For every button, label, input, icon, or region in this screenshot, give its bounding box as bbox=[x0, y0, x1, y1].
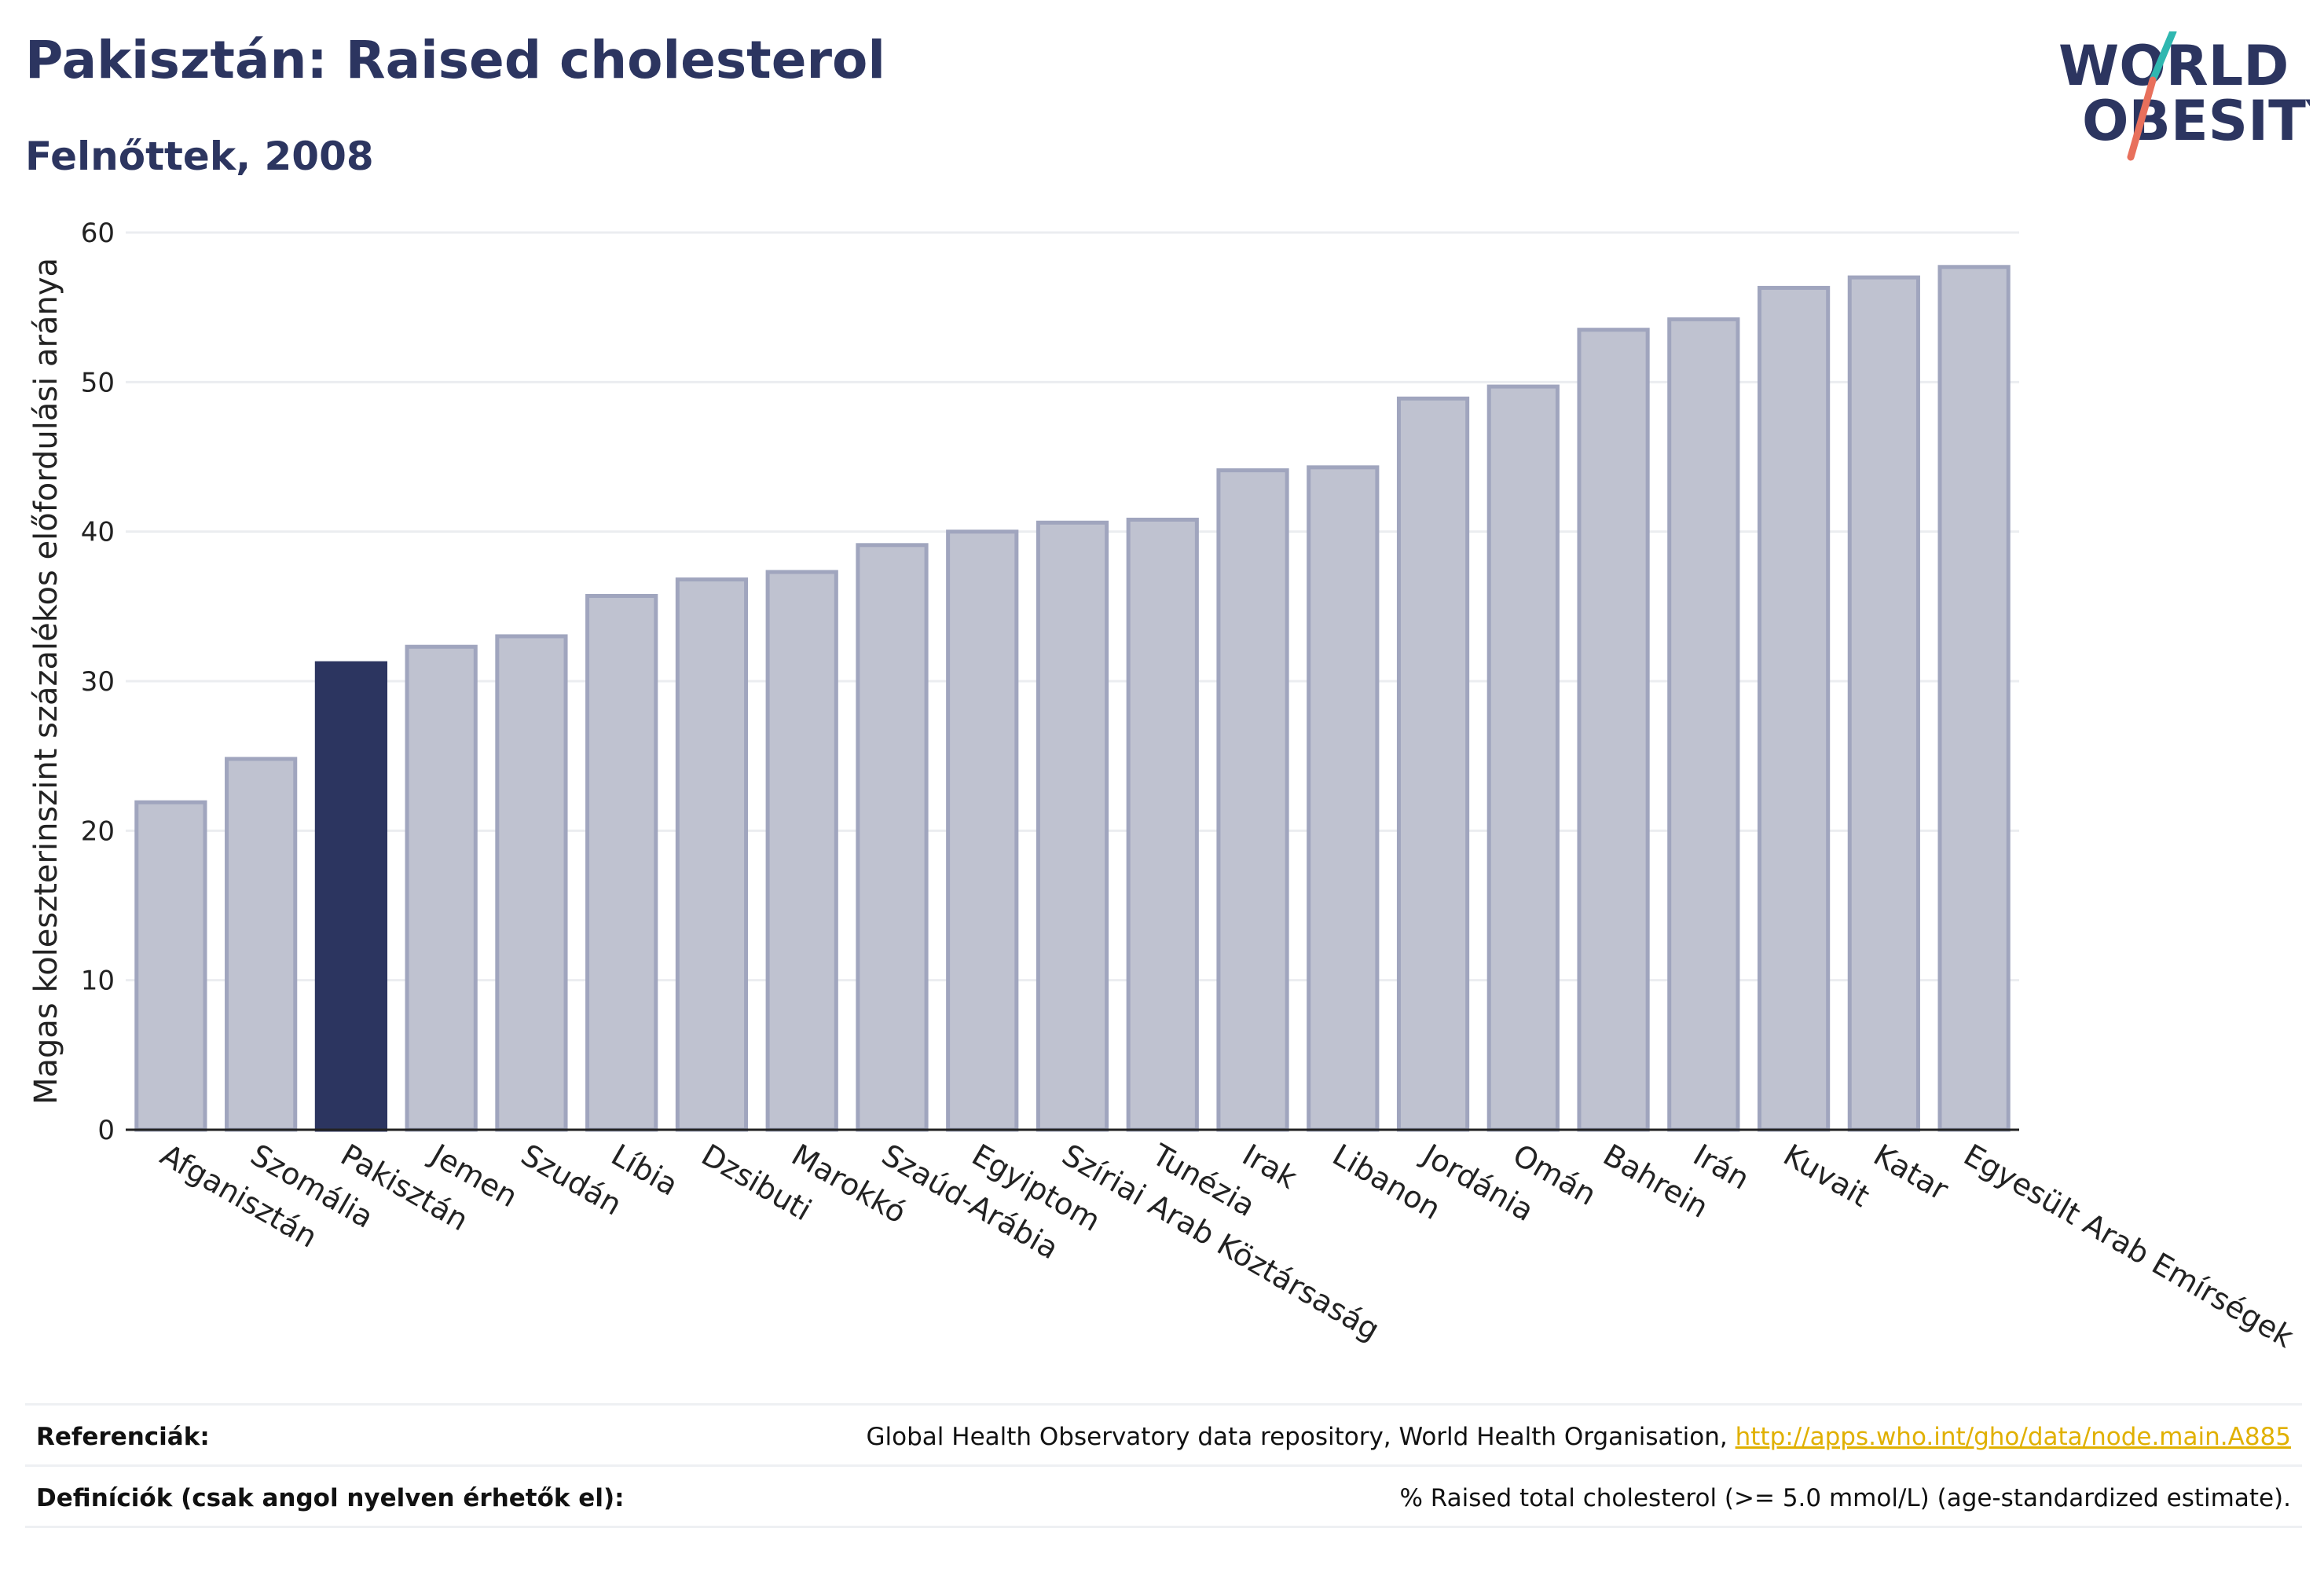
bar-15 bbox=[1486, 384, 1560, 1132]
logo-line2: OBESITY bbox=[2082, 89, 2310, 153]
references-row: Referenciák: Global Health Observatory d… bbox=[25, 1403, 2302, 1467]
page-subtitle: Felnőttek, 2008 bbox=[25, 134, 374, 179]
x-tick-label: Katar bbox=[1868, 1138, 1954, 1208]
y-tick-label: 10 bbox=[81, 966, 115, 997]
bar-10 bbox=[1036, 520, 1109, 1132]
bar-3 bbox=[405, 644, 478, 1132]
x-tick-label: Kuvait bbox=[1778, 1138, 1875, 1214]
bar-17 bbox=[1667, 317, 1740, 1132]
bar-14 bbox=[1396, 396, 1470, 1132]
y-tick-label: 40 bbox=[81, 517, 115, 548]
bar-chart: 0102030405060AfganisztánSzomáliaPakisztá… bbox=[28, 218, 2300, 1354]
bar-0 bbox=[134, 800, 207, 1132]
bar-6 bbox=[675, 577, 749, 1132]
bar-5 bbox=[585, 594, 658, 1132]
references-link[interactable]: http://apps.who.int/gho/data/node.main.A… bbox=[1735, 1423, 2291, 1451]
bar-13 bbox=[1307, 465, 1380, 1132]
y-tick-label: 20 bbox=[81, 815, 115, 847]
bar-12 bbox=[1216, 468, 1289, 1132]
definitions-row: Definíciók (csak angol nyelven érhetők e… bbox=[25, 1464, 2302, 1528]
bar-1 bbox=[225, 757, 298, 1132]
references-text: Global Health Observatory data repositor… bbox=[866, 1423, 1736, 1451]
bar-2 bbox=[314, 661, 388, 1132]
logo-slash-red bbox=[2127, 76, 2157, 161]
bar-7 bbox=[765, 570, 838, 1132]
footer-divider bbox=[25, 1526, 2302, 1528]
bar-16 bbox=[1577, 328, 1650, 1132]
y-axis-label: Magas koleszterinszint százalékos előfor… bbox=[28, 258, 64, 1105]
page-title: Pakisztán: Raised cholesterol bbox=[25, 30, 885, 90]
bar-4 bbox=[495, 634, 568, 1132]
bar-8 bbox=[856, 543, 929, 1132]
y-tick-label: 0 bbox=[97, 1115, 115, 1146]
bar-20 bbox=[1937, 265, 2011, 1132]
references-value: Global Health Observatory data repositor… bbox=[867, 1423, 2291, 1451]
x-tick-label: Szudán bbox=[515, 1138, 628, 1222]
definitions-label: Definíciók (csak angol nyelven érhetők e… bbox=[36, 1484, 625, 1512]
bar-11 bbox=[1126, 517, 1199, 1132]
definitions-value: % Raised total cholesterol (>= 5.0 mmol/… bbox=[1399, 1484, 2291, 1512]
logo-slash-teal bbox=[2149, 31, 2177, 84]
logo-line1: WORLD bbox=[2058, 34, 2289, 98]
y-tick-label: 60 bbox=[81, 218, 115, 249]
bar-9 bbox=[946, 530, 1019, 1132]
bar-19 bbox=[1847, 275, 1920, 1132]
y-tick-label: 30 bbox=[81, 666, 115, 698]
world-obesity-logo: WORLD OBESITY bbox=[2058, 31, 2310, 161]
references-label: Referenciák: bbox=[36, 1423, 210, 1451]
y-tick-label: 50 bbox=[81, 367, 115, 398]
x-tick-label: Egyesült Arab Emírségek bbox=[1958, 1138, 2300, 1354]
bar-18 bbox=[1757, 285, 1831, 1132]
